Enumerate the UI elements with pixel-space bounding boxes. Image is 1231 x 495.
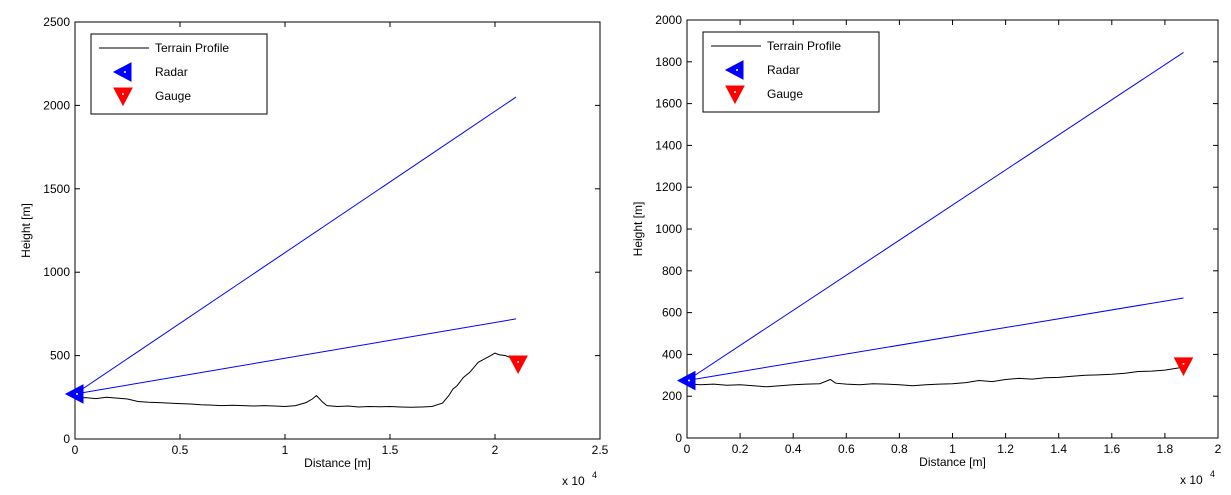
radar-marker <box>676 370 696 391</box>
x-tick-label: 1 <box>282 443 289 457</box>
chart-1: 0 0.5 1 1.5 2 2.5 0 500 1000 1500 2000 2500 Distance… <box>19 15 609 488</box>
x-exponent-power: 4 <box>592 470 597 480</box>
legend-radar-swatch-dot <box>736 69 738 71</box>
legend-gauge-swatch-dot <box>122 93 124 95</box>
legend-radar-label: Radar <box>767 63 800 77</box>
terrain-profile-line <box>686 366 1184 388</box>
x-tick-label: 0.5 <box>172 443 189 457</box>
legend-radar-swatch <box>112 62 132 82</box>
x-axis-label: Distance [m] <box>304 456 371 470</box>
y-tick-label: 2000 <box>655 13 682 27</box>
x-tick-label: 0.6 <box>838 442 855 456</box>
radar-beam-line <box>686 297 1184 381</box>
x-tick-label: 1.8 <box>1157 442 1174 456</box>
y-tick-label: 1400 <box>655 138 682 152</box>
x-tick-label: 1 <box>949 442 956 456</box>
gauge-marker <box>1173 357 1194 376</box>
y-tick-label: 500 <box>50 349 70 363</box>
x-tick-label: 0 <box>684 442 691 456</box>
x-tick-label: 2 <box>492 443 499 457</box>
x-tick-label: 2.5 <box>592 443 609 457</box>
x-tick-label: 1.6 <box>1103 442 1120 456</box>
x-exponent-power: 4 <box>1210 469 1215 479</box>
legend-radar-swatch-dot <box>124 71 126 73</box>
radar-marker <box>64 384 84 404</box>
x-tick-label: 1.4 <box>1050 442 1067 456</box>
x-tick-label: 1.5 <box>382 443 399 457</box>
y-tick-label: 600 <box>662 306 682 320</box>
gauge-marker-dot <box>1182 362 1185 365</box>
legend-radar-label: Radar <box>155 65 188 79</box>
radar-beam-line <box>74 318 517 395</box>
x-tick-label: 0.4 <box>785 442 802 456</box>
y-axis-label: Height [m] <box>631 202 645 257</box>
radar-beam-line <box>74 96 517 395</box>
legend-gauge-label: Gauge <box>767 87 803 101</box>
gauge-marker-dot <box>517 360 520 363</box>
y-tick-label: 2500 <box>43 15 70 29</box>
y-tick-label: 0 <box>675 431 682 445</box>
radar-beam-line <box>686 51 1184 381</box>
gauge-marker <box>508 355 528 375</box>
radar-marker-dot <box>76 392 78 395</box>
x-exponent-label: x 10 <box>562 474 585 488</box>
legend-gauge-label: Gauge <box>155 89 191 103</box>
x-tick-label: 2 <box>1215 442 1222 456</box>
y-tick-label: 1200 <box>655 180 682 194</box>
legend-gauge-swatch <box>113 87 133 107</box>
legend: Terrain Profile Radar Gauge <box>702 31 880 113</box>
legend-terrain-label: Terrain Profile <box>155 41 229 55</box>
x-tick-label: 0.2 <box>732 442 749 456</box>
y-tick-label: 400 <box>662 347 682 361</box>
y-tick-label: 800 <box>662 264 682 278</box>
y-tick-label: 1000 <box>655 222 682 236</box>
legend-terrain-label: Terrain Profile <box>767 39 841 53</box>
legend-gauge-swatch <box>725 85 745 105</box>
radar-marker-dot <box>688 379 690 382</box>
y-axis-label: Height [m] <box>19 203 33 258</box>
x-tick-label: 1.2 <box>997 442 1014 456</box>
terrain-profile-line <box>74 352 517 408</box>
legend-gauge-swatch-dot <box>734 91 736 93</box>
chart-2: 0 0.2 0.4 0.6 0.8 1 1.2 1.4 1.6 1.8 2 0 200 400 600 800… <box>631 13 1222 487</box>
x-tick-label: 0.8 <box>891 442 908 456</box>
y-tick-label: 0 <box>63 432 70 446</box>
y-tick-label: 2000 <box>43 98 70 112</box>
x-axis-label: Distance [m] <box>919 455 986 469</box>
legend: Terrain Profile Radar Gauge <box>90 33 268 115</box>
legend-radar-swatch <box>724 60 744 80</box>
y-tick-label: 200 <box>662 389 682 403</box>
x-tick-label: 0 <box>72 443 79 457</box>
y-tick-label: 1500 <box>43 182 70 196</box>
y-tick-label: 1000 <box>43 265 70 279</box>
y-tick-label: 1600 <box>655 97 682 111</box>
x-exponent-label: x 10 <box>1180 473 1203 487</box>
y-tick-label: 1800 <box>655 55 682 69</box>
